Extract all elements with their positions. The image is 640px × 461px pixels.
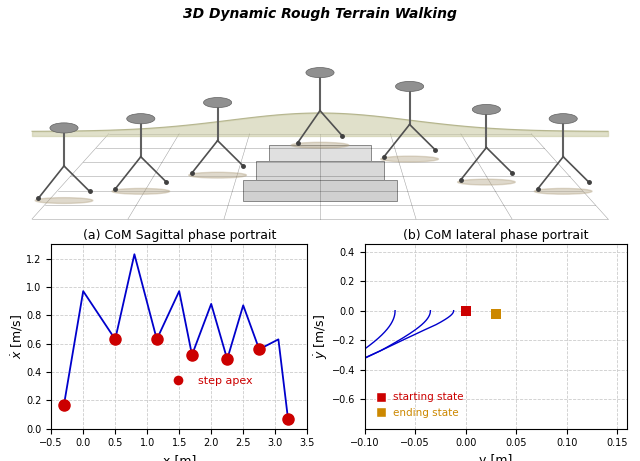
- X-axis label: y [m]: y [m]: [479, 454, 513, 461]
- Circle shape: [306, 67, 334, 78]
- Y-axis label: $\dot{y}$ [m/s]: $\dot{y}$ [m/s]: [313, 314, 330, 359]
- Circle shape: [50, 123, 78, 133]
- Title: (b) CoM lateral phase portrait: (b) CoM lateral phase portrait: [403, 229, 589, 242]
- Y-axis label: $\dot{x}$ [m/s]: $\dot{x}$ [m/s]: [9, 314, 25, 359]
- Legend: step apex: step apex: [163, 371, 257, 390]
- Ellipse shape: [189, 172, 246, 178]
- Title: (a) CoM Sagittal phase portrait: (a) CoM Sagittal phase portrait: [83, 229, 276, 242]
- Circle shape: [472, 104, 500, 115]
- Ellipse shape: [291, 142, 349, 148]
- Polygon shape: [269, 145, 371, 161]
- Ellipse shape: [35, 198, 93, 203]
- Circle shape: [396, 81, 424, 91]
- Ellipse shape: [458, 179, 515, 185]
- X-axis label: x [m]: x [m]: [163, 454, 196, 461]
- Circle shape: [204, 97, 232, 108]
- Polygon shape: [256, 161, 384, 180]
- Circle shape: [549, 114, 577, 124]
- Text: 3D Dynamic Rough Terrain Walking: 3D Dynamic Rough Terrain Walking: [183, 7, 457, 21]
- Legend: starting state, ending state: starting state, ending state: [372, 388, 468, 422]
- Ellipse shape: [381, 156, 438, 162]
- Ellipse shape: [534, 189, 592, 194]
- Circle shape: [127, 114, 155, 124]
- Ellipse shape: [112, 189, 170, 194]
- Polygon shape: [243, 180, 397, 201]
